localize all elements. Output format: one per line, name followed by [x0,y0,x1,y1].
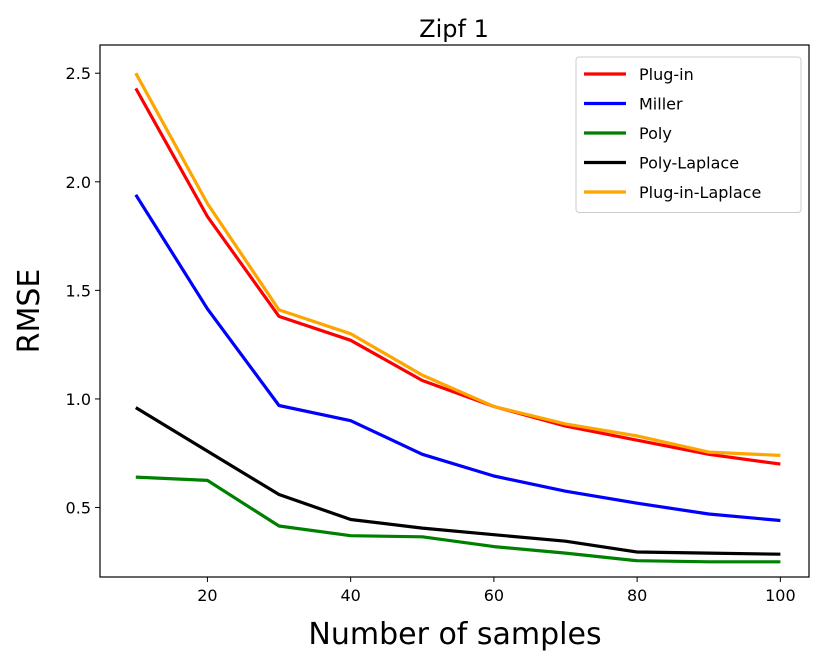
legend-label-poly-laplace: Poly-Laplace [639,154,739,173]
x-tick-label: 40 [340,586,360,605]
y-tick-label: 0.5 [66,499,91,518]
series-line-miller [134,193,781,523]
x-axis-title: Number of samples [308,617,601,652]
series-line-plug-in-laplace [134,72,781,457]
series-line-poly-laplace [134,406,781,556]
y-tick-label: 2.0 [66,173,91,192]
x-tick-label: 60 [484,586,504,605]
y-axis-title: RMSE [12,269,47,354]
legend: Plug-in Miller Poly Poly-Laplace Plug-in-Lap… [575,56,802,213]
series-line-plug-in [134,87,781,466]
series-line-poly [135,475,781,564]
legend-label-plug-in-laplace: Plug-in-Laplace [639,183,761,202]
chart-title: Zipf 1 [419,15,489,43]
series-lines [134,72,781,564]
y-axis-ticks: 0.5 1.0 1.5 2.0 2.5 [66,64,100,518]
y-tick-label: 1.5 [66,281,91,300]
legend-label-plug-in: Plug-in [639,65,694,84]
x-tick-label: 80 [627,586,647,605]
x-axis-ticks: 20 40 60 80 100 [197,577,796,605]
legend-box [575,56,802,213]
x-tick-label: 20 [197,586,217,605]
legend-label-poly: Poly [639,124,672,143]
legend-label-miller: Miller [639,95,683,114]
plot-frame [99,44,810,578]
y-tick-label: 1.0 [66,390,91,409]
x-tick-label: 100 [765,586,796,605]
y-tick-label: 2.5 [66,64,91,83]
